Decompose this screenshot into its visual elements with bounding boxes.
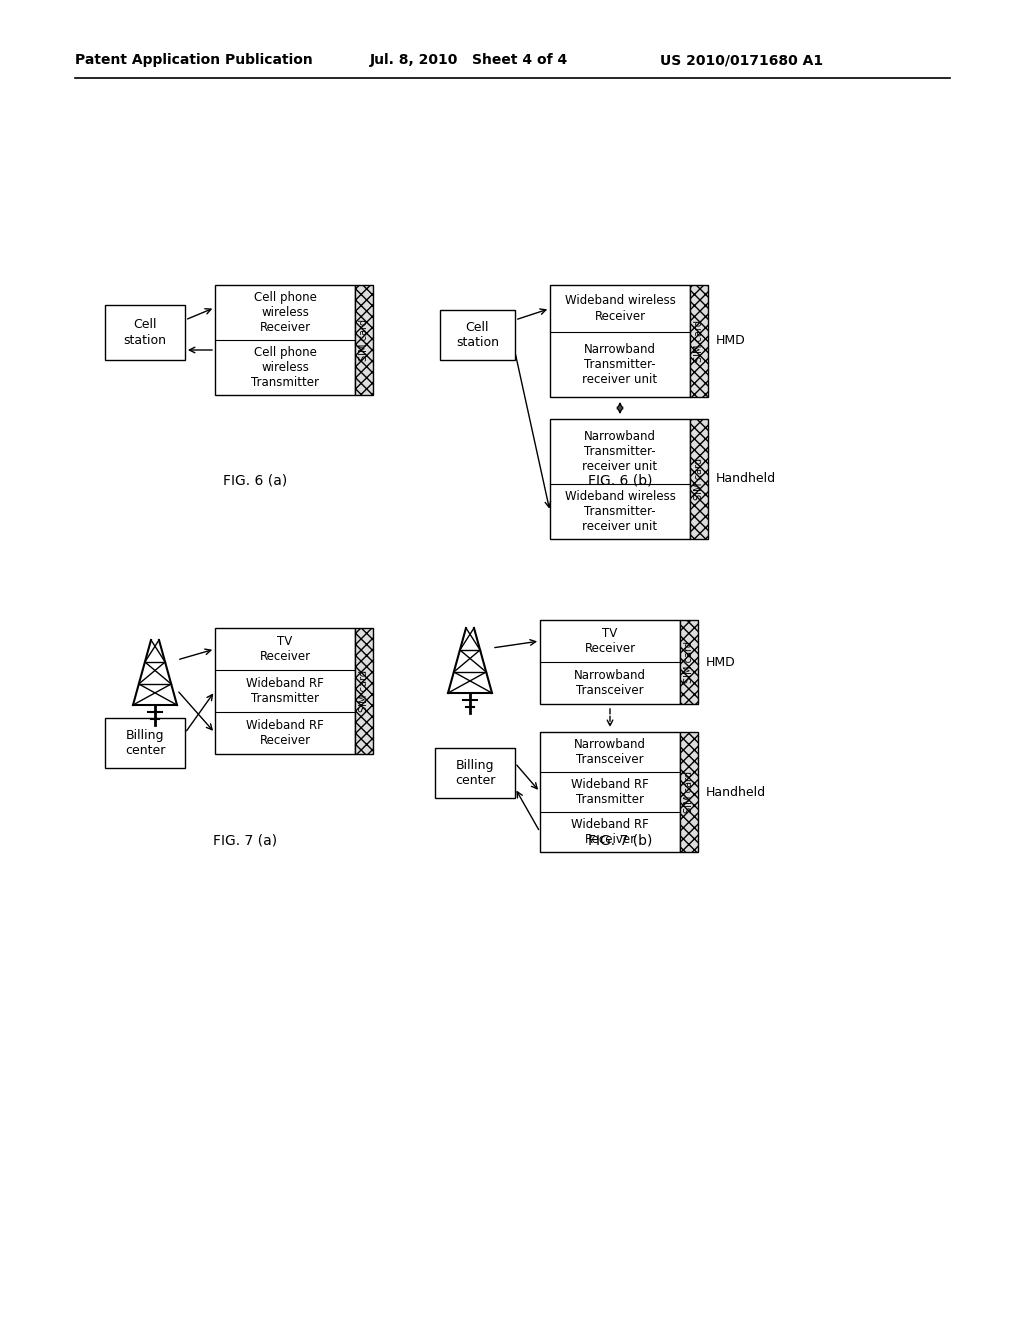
Text: Jul. 8, 2010   Sheet 4 of 4: Jul. 8, 2010 Sheet 4 of 4: [370, 53, 568, 67]
Text: Narrowband
Transmitter-
receiver unit: Narrowband Transmitter- receiver unit: [583, 343, 657, 385]
Text: US 2010/0171680 A1: US 2010/0171680 A1: [660, 53, 823, 67]
Bar: [680, 733, 698, 851]
Text: SIM card: SIM card: [359, 319, 369, 360]
Text: TV
Receiver: TV Receiver: [585, 627, 636, 655]
Text: Patent Application Publication: Patent Application Publication: [75, 53, 312, 67]
Text: Billing
center: Billing center: [125, 729, 165, 756]
Text: SIM card: SIM card: [694, 458, 705, 500]
Text: FIG. 6 (a): FIG. 6 (a): [223, 473, 287, 487]
Text: Billing
center: Billing center: [455, 759, 496, 787]
Text: TV
Receiver: TV Receiver: [259, 635, 310, 663]
Text: Cell phone
wireless
Transmitter: Cell phone wireless Transmitter: [251, 346, 319, 389]
Text: SIM card: SIM card: [359, 671, 369, 711]
Text: Wideband RF
Receiver: Wideband RF Receiver: [246, 719, 324, 747]
Text: FIG. 6 (b): FIG. 6 (b): [588, 473, 652, 487]
Bar: [540, 620, 680, 704]
Text: Cell
station: Cell station: [124, 318, 167, 346]
Text: Wideband wireless
Transmitter-
receiver unit: Wideband wireless Transmitter- receiver …: [564, 490, 676, 533]
Text: Wideband RF
Receiver: Wideband RF Receiver: [571, 818, 649, 846]
Text: Narrowband
Transmitter-
receiver unit: Narrowband Transmitter- receiver unit: [583, 430, 657, 473]
Bar: [355, 628, 373, 754]
Bar: [540, 733, 680, 851]
Bar: [435, 748, 515, 799]
Bar: [690, 285, 708, 397]
Bar: [215, 285, 355, 395]
Text: Handheld: Handheld: [706, 785, 766, 799]
Bar: [440, 310, 515, 360]
Bar: [105, 305, 185, 360]
Text: Handheld: Handheld: [716, 473, 776, 486]
Text: SIM card: SIM card: [684, 771, 694, 813]
Text: Narrowband
Transceiver: Narrowband Transceiver: [574, 669, 646, 697]
Bar: [550, 285, 690, 397]
Text: Wideband RF
Transmitter: Wideband RF Transmitter: [571, 777, 649, 807]
Bar: [215, 628, 355, 754]
Text: HMD: HMD: [716, 334, 745, 347]
Text: Wideband wireless
Receiver: Wideband wireless Receiver: [564, 294, 676, 322]
Text: Wideband RF
Transmitter: Wideband RF Transmitter: [246, 677, 324, 705]
Text: Cell
station: Cell station: [456, 321, 499, 348]
Bar: [355, 285, 373, 395]
Text: Narrowband
Transceiver: Narrowband Transceiver: [574, 738, 646, 766]
Text: FIG. 7 (a): FIG. 7 (a): [213, 833, 278, 847]
Text: HMD: HMD: [706, 656, 736, 668]
Text: Cell phone
wireless
Receiver: Cell phone wireless Receiver: [254, 290, 316, 334]
Bar: [680, 620, 698, 704]
Text: SIM card: SIM card: [694, 319, 705, 362]
Bar: [105, 718, 185, 768]
Bar: [690, 418, 708, 539]
Text: FIG. 7 (b): FIG. 7 (b): [588, 833, 652, 847]
Bar: [550, 418, 690, 539]
Text: SIM card: SIM card: [684, 642, 694, 682]
